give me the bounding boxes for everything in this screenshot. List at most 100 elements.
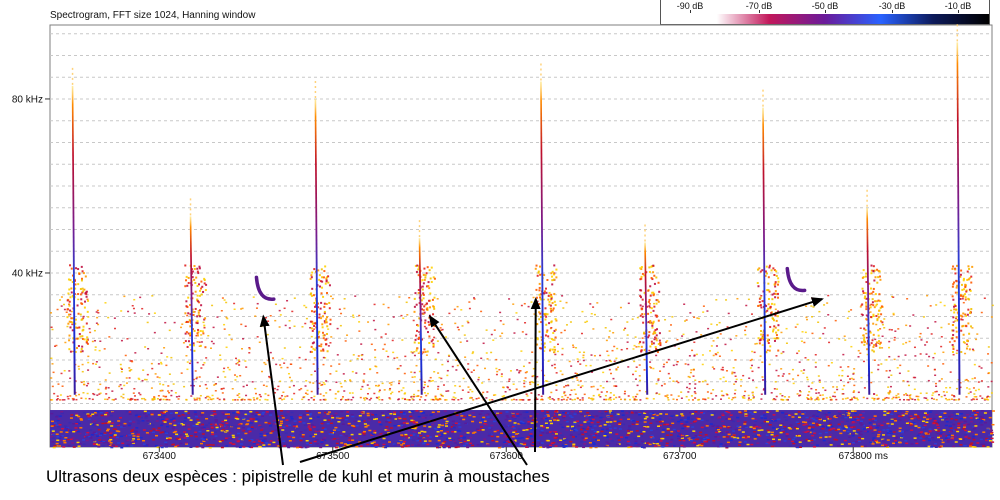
noise-dot <box>574 393 577 395</box>
band-dot <box>736 420 740 422</box>
band-dot <box>202 426 206 429</box>
noise-dot <box>905 341 908 344</box>
noise-dot <box>238 360 241 363</box>
noise-dot <box>228 334 231 336</box>
band-dot <box>580 413 584 416</box>
band-dot <box>282 445 286 447</box>
band-dot <box>398 417 402 420</box>
noise-dot <box>589 397 592 400</box>
band-dot <box>554 413 558 415</box>
band-dot <box>585 432 589 435</box>
legend-label-10: -10 dB <box>944 1 972 11</box>
band-dot <box>465 433 469 435</box>
echo-dot <box>651 291 654 294</box>
noise-dot <box>919 392 922 395</box>
noise-dot <box>184 321 187 323</box>
noise-dot <box>823 304 826 306</box>
band-dot <box>914 424 918 427</box>
echo-dot <box>756 268 759 271</box>
noise-dot <box>96 316 99 319</box>
noise-dot <box>406 314 409 316</box>
band-dot <box>959 418 963 420</box>
noise-dot <box>780 398 783 401</box>
noise-dot <box>681 335 684 337</box>
band-dot <box>645 416 649 418</box>
noise-dot <box>834 319 837 322</box>
band-dot <box>563 438 567 440</box>
noise-dot <box>852 391 855 393</box>
noise-dot <box>799 394 802 396</box>
band-dot <box>881 438 885 441</box>
band-dot <box>177 422 181 425</box>
band-dot <box>411 417 415 419</box>
band-dot <box>966 413 970 416</box>
band-dot <box>249 422 253 424</box>
band-dot <box>514 430 518 433</box>
band-dot <box>97 446 101 448</box>
band-dot <box>441 442 445 444</box>
band-dot <box>605 429 609 431</box>
echo-dot <box>313 310 316 313</box>
echo-dot <box>78 333 81 336</box>
noise-dot <box>526 395 529 397</box>
noise-dot <box>423 325 426 328</box>
noise-dot <box>508 380 511 382</box>
noise-dot <box>752 396 755 398</box>
noise-dot <box>387 355 390 358</box>
band-dot <box>925 421 929 424</box>
echo-dot <box>951 344 954 347</box>
noise-dot <box>279 397 282 399</box>
band-dot <box>572 443 576 446</box>
band-dot <box>845 420 849 422</box>
band-dot <box>770 431 774 434</box>
noise-dot <box>368 399 371 401</box>
band-dot <box>454 422 458 424</box>
band-dot <box>760 429 764 431</box>
band-dot <box>156 446 160 449</box>
band-dot <box>789 424 793 426</box>
noise-dot <box>293 297 296 299</box>
band-dot <box>110 422 114 424</box>
noise-dot <box>987 346 990 348</box>
noise-dot <box>439 327 442 329</box>
noise-dot <box>399 365 402 367</box>
echo-dot <box>81 302 84 305</box>
noise-dot <box>857 356 860 358</box>
band-dot <box>677 415 681 418</box>
band-dot <box>649 436 653 438</box>
noise-dot <box>420 396 423 398</box>
noise-dot <box>680 391 683 393</box>
band-dot <box>224 413 228 415</box>
band-dot <box>795 435 799 437</box>
noise-dot <box>240 348 243 350</box>
noise-dot <box>460 397 463 400</box>
echo-dot <box>550 320 553 323</box>
noise-dot <box>298 389 301 391</box>
noise-dot <box>52 371 55 374</box>
noise-dot <box>75 398 78 401</box>
band-dot <box>587 420 591 423</box>
noise-dot <box>680 397 683 399</box>
band-dot <box>885 446 889 448</box>
band-dot <box>468 442 472 445</box>
echo-dot <box>648 298 651 301</box>
band-dot <box>833 415 837 418</box>
noise-dot <box>577 384 580 386</box>
band-dot <box>162 412 166 415</box>
echo-dot <box>951 267 954 270</box>
noise-dot <box>391 339 394 342</box>
band-dot <box>846 414 850 417</box>
noise-dot <box>918 336 921 338</box>
echo-dot <box>323 302 326 305</box>
band-dot <box>945 435 949 437</box>
noise-dot <box>968 388 971 390</box>
band-dot <box>418 440 422 442</box>
noise-dot <box>653 330 656 333</box>
band-dot <box>320 441 324 443</box>
band-dot <box>235 446 239 448</box>
band-dot <box>857 440 861 443</box>
noise-dot <box>278 397 281 400</box>
echo-dot <box>650 265 653 268</box>
echo-dot <box>774 281 777 284</box>
echo-dot <box>870 272 873 275</box>
